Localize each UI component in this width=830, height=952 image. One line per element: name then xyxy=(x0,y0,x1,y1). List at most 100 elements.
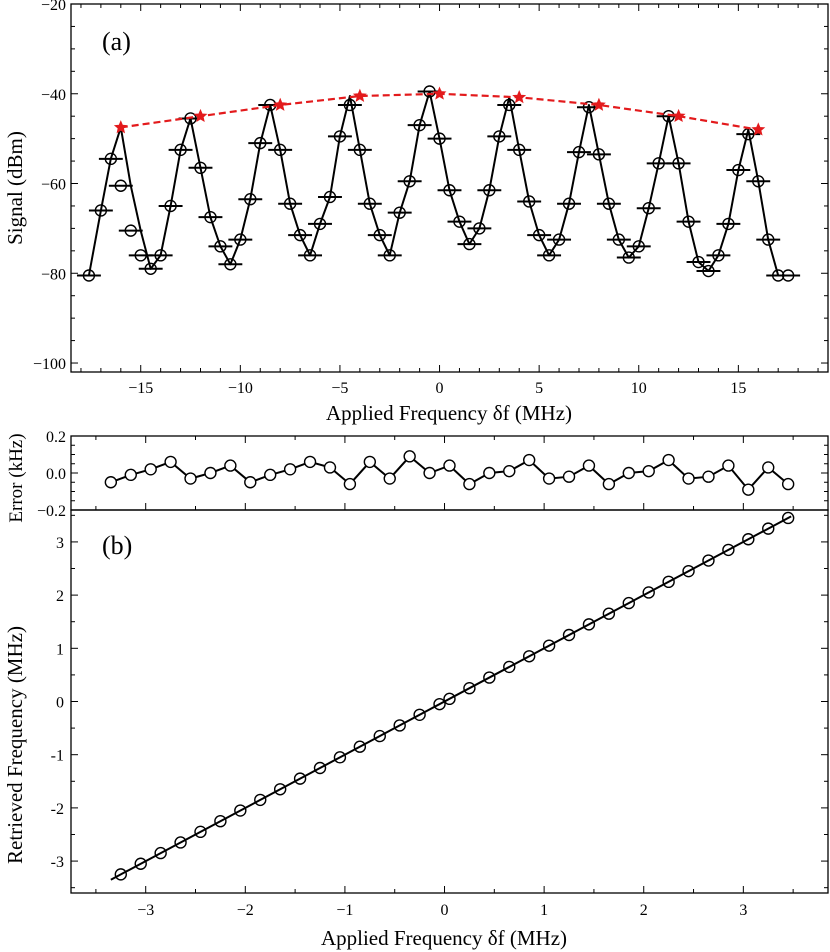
data-point-a xyxy=(542,249,556,262)
error-point xyxy=(343,477,357,491)
error-point xyxy=(264,468,277,482)
data-point-b xyxy=(722,543,735,557)
data-point-a xyxy=(433,132,446,145)
data-point-b xyxy=(393,719,406,732)
data-point-b xyxy=(353,740,367,753)
data-point-a xyxy=(413,118,426,132)
error-point xyxy=(443,459,456,472)
error-point xyxy=(463,477,476,491)
data-point-b xyxy=(413,708,426,721)
data-point-b xyxy=(642,586,655,599)
data-point-b xyxy=(134,857,147,870)
error-point xyxy=(762,461,775,474)
y-tick-label-a: −60 xyxy=(41,177,66,194)
error-point xyxy=(522,453,536,467)
x-tick-label-b: −3 xyxy=(137,902,154,919)
x-axis-label-b: Applied Frequency δf (MHz) xyxy=(321,926,567,950)
error-point xyxy=(423,466,436,480)
data-point-a xyxy=(552,233,566,246)
data-point-a xyxy=(682,215,695,228)
data-point-a xyxy=(632,240,645,253)
data-point-a xyxy=(612,233,626,246)
data-point-a xyxy=(194,161,207,175)
data-point-a xyxy=(363,197,377,210)
y-tick-label-b: -1 xyxy=(51,748,64,765)
data-point-b xyxy=(682,564,695,578)
data-point-a xyxy=(762,233,775,246)
y-tick-label-a: −40 xyxy=(41,87,66,104)
data-point-a xyxy=(503,98,516,112)
error-point xyxy=(303,455,317,469)
error-point xyxy=(582,459,596,472)
x-tick-label-a: 15 xyxy=(730,380,746,397)
error-point xyxy=(722,459,735,472)
data-point-a xyxy=(752,175,765,188)
data-point-b xyxy=(562,628,576,642)
envelope-star-a xyxy=(751,122,766,136)
x-tick-label-a: −10 xyxy=(228,380,253,397)
error-point xyxy=(104,476,118,489)
data-point-b xyxy=(313,761,327,775)
data-point-b xyxy=(433,697,446,711)
error-point xyxy=(781,477,795,491)
data-point-b xyxy=(154,846,167,860)
error-point xyxy=(164,455,177,469)
data-point-a xyxy=(343,98,357,112)
y-tick-label-b: -2 xyxy=(51,801,64,818)
y-tick-label-error: 0.2 xyxy=(46,429,66,446)
error-point xyxy=(283,463,297,476)
data-point-a xyxy=(244,193,257,206)
error-point xyxy=(542,472,556,485)
error-point xyxy=(642,464,655,478)
data-point-b xyxy=(214,814,227,828)
data-point-a xyxy=(134,249,147,262)
y-tick-label-a: −80 xyxy=(41,266,66,283)
envelope-star-a xyxy=(512,89,527,104)
data-point-a xyxy=(184,112,197,125)
x-tick-label-a: 5 xyxy=(535,380,543,397)
data-point-a xyxy=(254,136,267,150)
data-point-a xyxy=(114,179,128,192)
error-point xyxy=(403,450,416,463)
data-point-b xyxy=(762,522,775,535)
data-point-b xyxy=(114,868,128,881)
x-tick-label-a: 10 xyxy=(631,380,647,397)
data-point-a xyxy=(323,190,337,204)
data-point-a xyxy=(403,175,416,188)
data-point-a xyxy=(712,249,725,262)
data-point-a xyxy=(572,145,586,159)
data-point-b xyxy=(174,836,187,849)
data-point-a xyxy=(652,157,665,170)
data-point-a xyxy=(353,143,367,157)
data-point-a xyxy=(154,249,167,262)
data-point-b xyxy=(702,554,715,567)
data-point-a xyxy=(702,264,715,278)
data-point-a xyxy=(522,195,536,208)
data-point-b xyxy=(373,729,386,743)
data-point-b xyxy=(742,533,755,546)
y-tick-label-b: 3 xyxy=(56,535,64,552)
x-tick-label-b: −2 xyxy=(237,902,254,919)
envelope-star-a xyxy=(113,120,128,134)
y-tick-label-b: 0 xyxy=(56,695,64,712)
error-point xyxy=(184,472,197,485)
error-point xyxy=(363,455,377,469)
data-point-a xyxy=(642,201,655,215)
data-point-b xyxy=(483,671,496,684)
error-point xyxy=(224,459,237,472)
data-point-a xyxy=(383,249,396,262)
data-point-a xyxy=(224,258,237,271)
data-point-b xyxy=(443,692,456,706)
y-tick-label-b: 2 xyxy=(56,588,64,605)
data-point-b xyxy=(542,639,556,652)
data-point-b xyxy=(194,825,207,839)
data-point-a xyxy=(313,217,327,231)
data-point-b xyxy=(293,772,307,785)
y-axis-label-b: Retrieved Frequency (MHz) xyxy=(3,626,27,864)
y-tick-label-b: -3 xyxy=(51,854,64,871)
error-point xyxy=(503,464,516,478)
error-point xyxy=(204,466,217,480)
data-point-a xyxy=(493,130,506,143)
y-tick-label-error: −0.2 xyxy=(37,503,66,520)
